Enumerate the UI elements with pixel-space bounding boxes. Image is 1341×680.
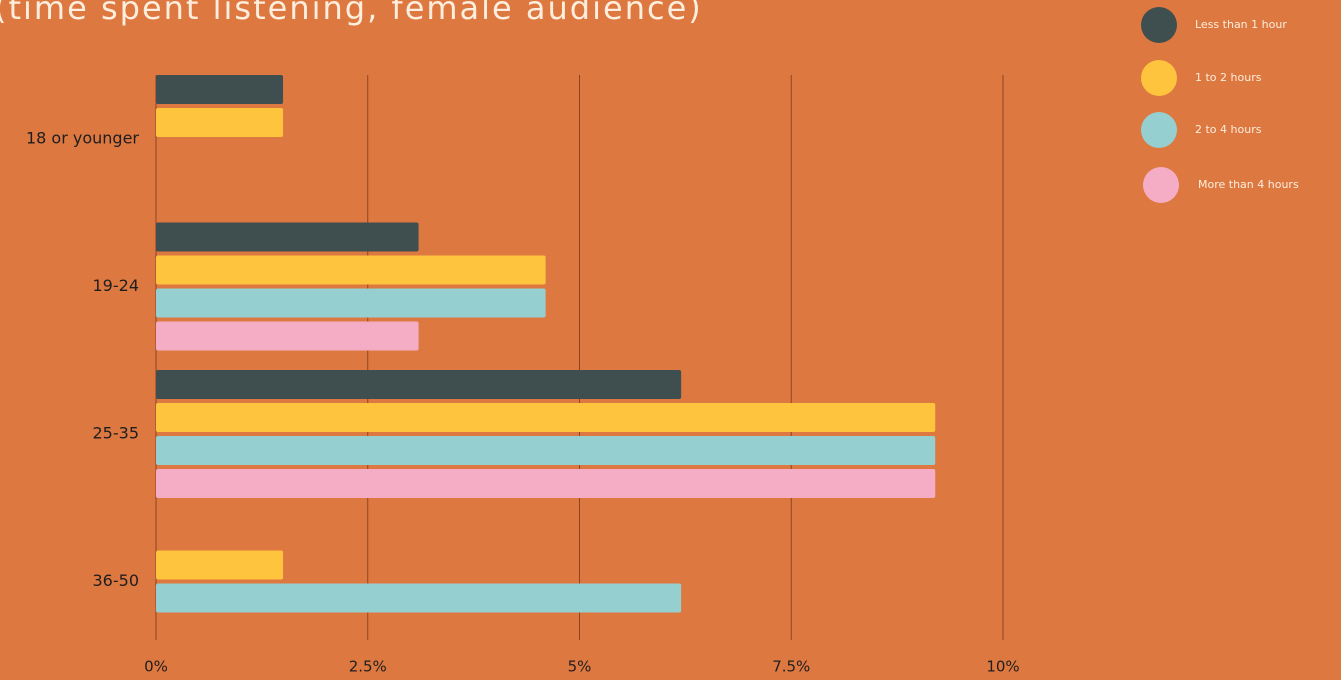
bar [156,469,936,498]
x-tick-label: 10% [986,658,1019,676]
y-tick-label: 19-24 [93,276,140,295]
bar [156,108,284,137]
bar [156,75,284,104]
y-tick-label: 25-35 [93,424,140,443]
bar [156,255,546,285]
bar [156,321,419,351]
y-tick-label: 36-50 [93,571,140,590]
chart-title: (time spent listening, female audience) [0,0,703,27]
y-tick-label: 18 or younger [26,129,139,148]
bar [156,288,546,318]
x-tick-label: 2.5% [349,658,387,676]
legend-label: 1 to 2 hours [1195,71,1262,84]
bar [156,222,419,252]
legend-swatch [1141,112,1177,148]
legend-label: More than 4 hours [1198,178,1299,191]
legend-swatch [1141,7,1177,43]
x-tick-label: 0% [144,658,168,676]
bar [156,403,936,432]
legend-swatch [1141,60,1177,96]
bar [156,436,936,465]
legend-label: 2 to 4 hours [1195,123,1262,136]
x-tick-label: 5% [568,658,592,676]
x-tick-label: 7.5% [772,658,810,676]
bar [156,370,682,399]
bar [156,550,284,580]
bar [156,583,682,613]
legend-swatch [1143,167,1179,203]
legend-label: Less than 1 hour [1195,18,1287,31]
